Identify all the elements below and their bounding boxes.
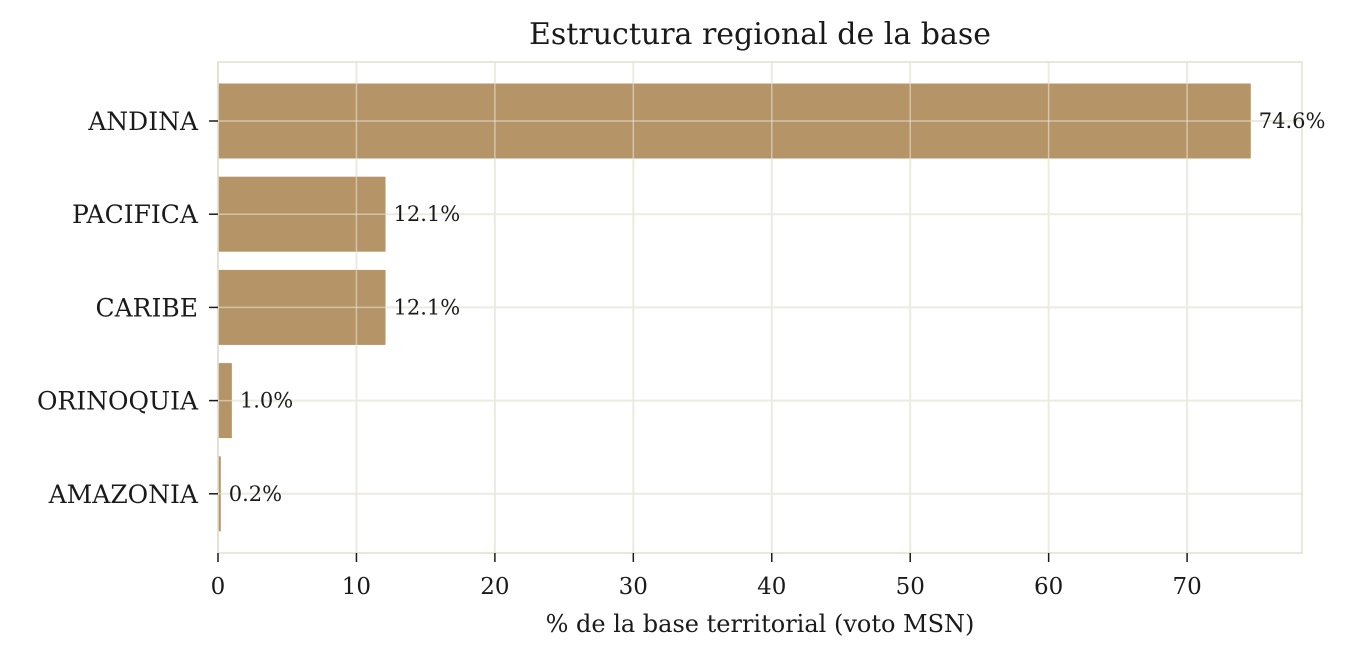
y-tick-label: CARIBE: [95, 293, 198, 322]
x-tick-label: 70: [1172, 574, 1201, 600]
x-axis-label: % de la base territorial (voto MSN): [546, 610, 975, 638]
x-tick-label: 60: [1034, 574, 1063, 600]
x-tick-label: 0: [211, 574, 226, 600]
x-tick-label: 40: [757, 574, 786, 600]
axes: ANDINA PACIFICA CARIBE ORINOQUIA AMAZONIA 0 10…: [37, 107, 1202, 600]
gridlines-over: [217, 62, 1302, 553]
y-tick-label: ANDINA: [87, 107, 199, 136]
data-labels: 74.6% 12.1% 12.1% 1.0% 0.2%: [229, 109, 1326, 506]
data-label: 12.1%: [394, 295, 461, 319]
y-tick-label: PACIFICA: [72, 200, 199, 229]
x-tick-label: 50: [896, 574, 925, 600]
x-tick-label: 30: [619, 574, 648, 600]
y-tick-label: AMAZONIA: [48, 480, 199, 509]
x-tick-label: 10: [342, 574, 371, 600]
chart-title: Estructura regional de la base: [529, 17, 991, 52]
data-label: 0.2%: [229, 482, 282, 506]
data-label: 74.6%: [1259, 109, 1326, 133]
x-tick-label: 20: [480, 574, 509, 600]
data-label: 12.1%: [394, 202, 461, 226]
data-label: 1.0%: [240, 389, 293, 413]
y-tick-label: ORINOQUIA: [37, 387, 199, 416]
